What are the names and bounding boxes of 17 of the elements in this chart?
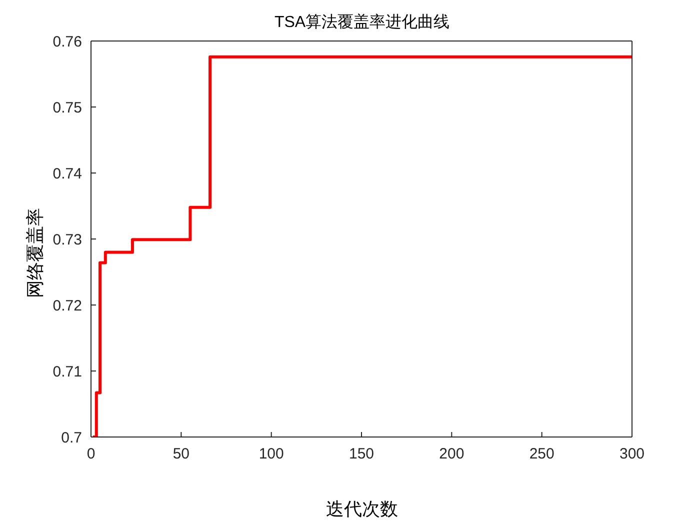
x-tick-label: 300 xyxy=(619,446,645,463)
chart-title: TSA算法覆盖率进化曲线 xyxy=(273,12,451,33)
x-tick-label: 250 xyxy=(529,446,554,463)
y-tick-label: 0.74 xyxy=(52,165,82,182)
x-tick-label: 0 xyxy=(86,446,96,463)
x-tick-label: 50 xyxy=(172,446,190,463)
x-tick-label: 100 xyxy=(258,446,284,463)
x-axis-title: 迭代次数 xyxy=(325,498,399,521)
y-tick-label: 0.75 xyxy=(52,99,82,116)
x-tick-label: 200 xyxy=(439,446,464,463)
y-tick-label: 0.73 xyxy=(52,231,82,248)
y-axis-title: 网络覆盖率 xyxy=(24,208,47,298)
x-tick-label: 150 xyxy=(348,446,374,463)
y-tick-label: 0.71 xyxy=(52,363,82,380)
y-tick-label: 0.76 xyxy=(52,33,82,50)
y-tick-label: 0.72 xyxy=(52,297,82,314)
y-tick-label: 0.7 xyxy=(61,429,82,446)
